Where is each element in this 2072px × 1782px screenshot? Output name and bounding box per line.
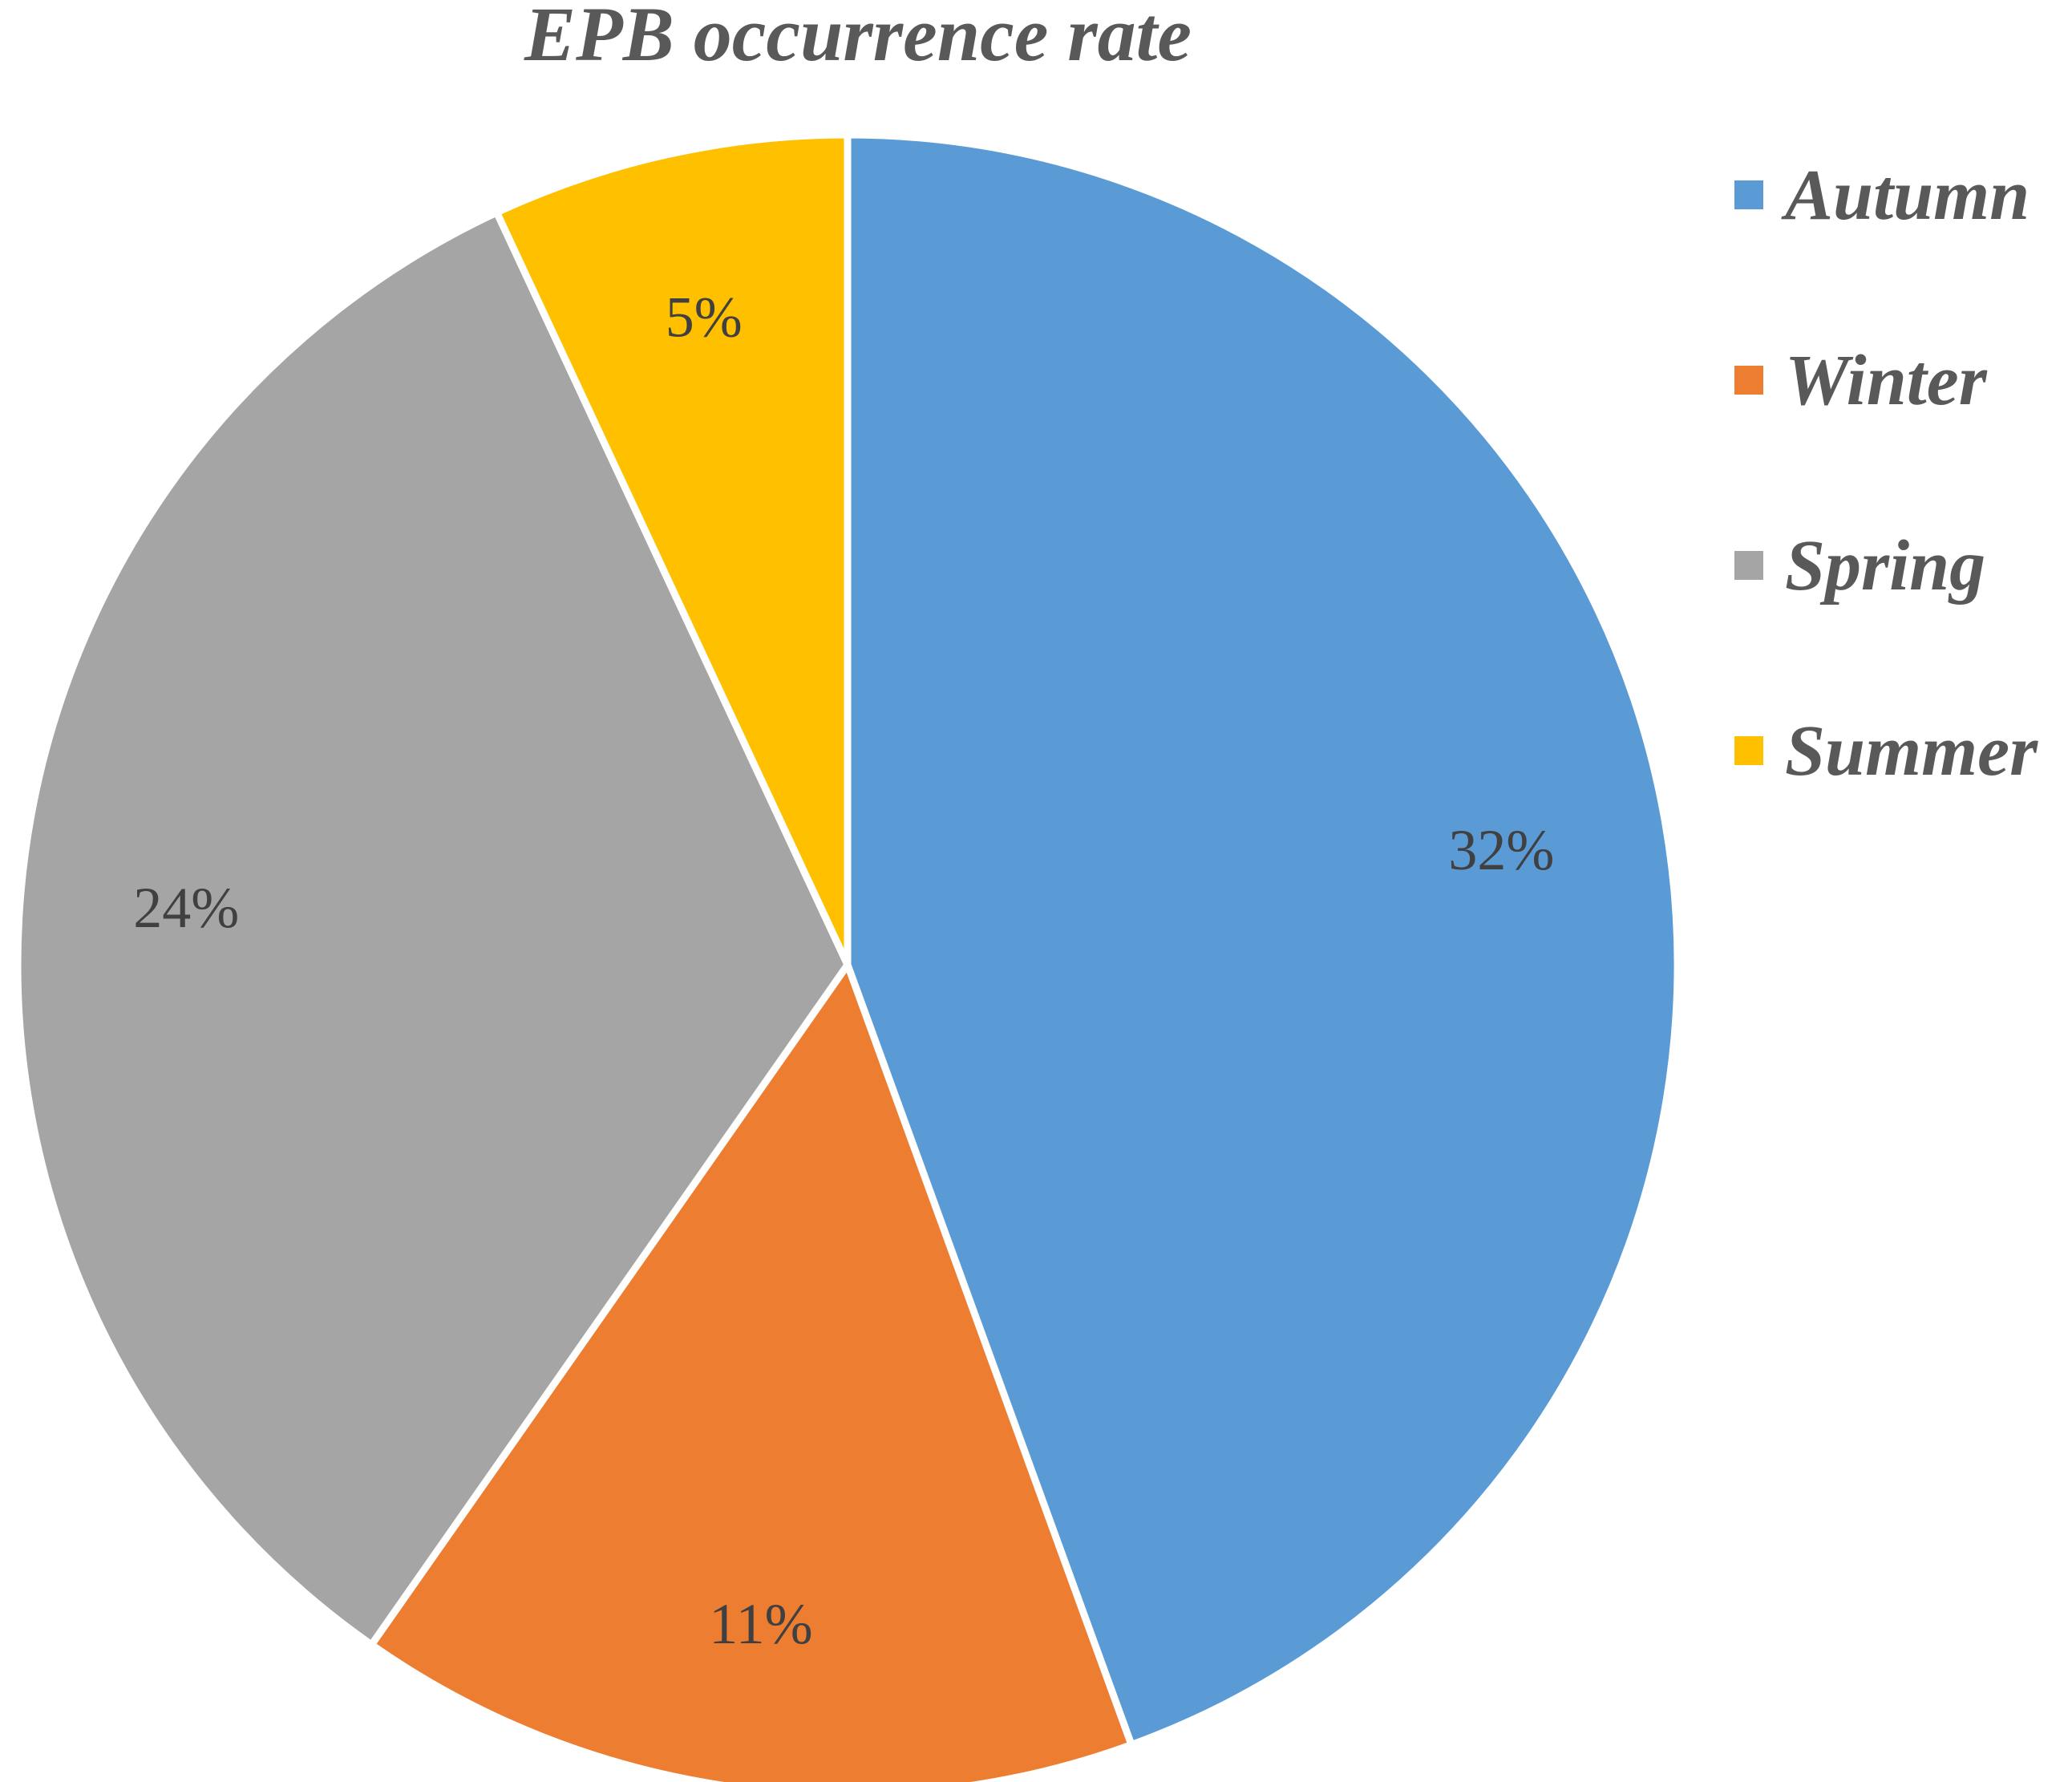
legend-swatch-spring — [1734, 551, 1763, 580]
legend-label-spring: Spring — [1785, 526, 1985, 605]
legend: Autumn Winter Spring Summer — [1734, 156, 2038, 791]
data-label-spring: 24% — [133, 876, 239, 940]
legend-swatch-winter — [1734, 366, 1763, 395]
data-label-autumn: 32% — [1448, 818, 1554, 882]
legend-label-winter: Winter — [1785, 341, 1988, 420]
legend-label-autumn: Autumn — [1781, 156, 2030, 235]
data-label-winter: 11% — [709, 1592, 812, 1656]
data-label-summer: 5% — [666, 286, 743, 350]
slice-labels: 32% 11% 24% 5% — [133, 286, 1554, 1656]
chart-title: EPB occurrence rate — [524, 0, 1192, 77]
pie-slice-autumn — [844, 131, 1681, 1749]
pie-slice-winter — [367, 961, 1135, 1782]
legend-swatch-autumn — [1734, 180, 1763, 209]
pie-slices — [14, 131, 1681, 1782]
pie-slice-summer — [493, 131, 852, 969]
pie-slice-spring — [14, 209, 852, 1649]
legend-label-summer: Summer — [1785, 711, 2038, 791]
legend-swatch-summer — [1734, 736, 1763, 765]
